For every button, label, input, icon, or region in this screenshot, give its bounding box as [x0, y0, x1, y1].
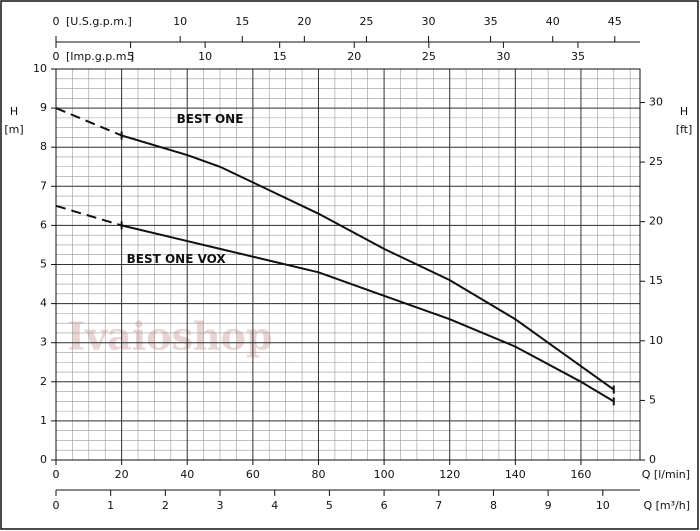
series-label: BEST ONE VOX [127, 252, 227, 266]
bottom-tick-label: 1 [107, 499, 114, 512]
top-tick-label: 20 [297, 15, 311, 28]
top-axis-label: [Imp.g.p.m.] [66, 50, 134, 63]
top-tick-label: 10 [173, 15, 187, 28]
top-tick-label: 5 [127, 50, 134, 63]
bottom-tick-label: 3 [217, 499, 224, 512]
watermark: Ivaioshop [67, 314, 272, 359]
top-tick-label: 15 [273, 50, 287, 63]
curve-dashed [55, 107, 123, 137]
x-tick-label: 120 [439, 468, 460, 481]
y2-tick-label: 10 [649, 334, 663, 347]
y2-unit: [ft] [676, 123, 693, 136]
y-tick-label: 4 [40, 297, 47, 310]
x-tick-label: 0 [53, 468, 60, 481]
plot-frame [55, 68, 641, 461]
y2-tick-label: 15 [649, 274, 663, 287]
curve [121, 224, 615, 403]
y-tick-label: 3 [40, 336, 47, 349]
bottom-tick-label: 2 [162, 499, 169, 512]
x-tick-label: 80 [311, 468, 325, 481]
y2-tick-label: 0 [649, 453, 656, 466]
top-tick-label: 35 [571, 50, 585, 63]
bottom-tick-label: 7 [435, 499, 442, 512]
y2-tick-label: 30 [649, 95, 663, 108]
y-tick-label: 7 [40, 179, 47, 192]
y-tick-label: 6 [40, 218, 47, 231]
y2-label: H [680, 105, 688, 118]
y2-tick-label: 20 [649, 215, 663, 228]
bottom-axis-label: Q [m³/h] [643, 499, 690, 512]
top-tick-label: 25 [422, 50, 436, 63]
x-tick-label: 60 [246, 468, 260, 481]
top-tick-label: 25 [359, 15, 373, 28]
curve-dashed [55, 204, 122, 227]
bottom-tick-label: 4 [271, 499, 278, 512]
x-tick-label: 100 [374, 468, 395, 481]
y-tick-label: 8 [40, 140, 47, 153]
bottom-tick-label: 0 [53, 499, 60, 512]
y-tick-label: 0 [40, 453, 47, 466]
top-tick-label: 10 [198, 50, 212, 63]
top-tick-label: 30 [496, 50, 510, 63]
top-tick-label: 15 [235, 15, 249, 28]
x-tick-label: 40 [180, 468, 194, 481]
series-label: BEST ONE [177, 112, 244, 126]
curve [121, 134, 615, 391]
bottom-tick-label: 5 [326, 499, 333, 512]
y-unit: [m] [4, 123, 23, 136]
y-tick-label: 5 [40, 258, 47, 271]
y-label: H [10, 105, 18, 118]
top-tick-label: 0 [53, 50, 60, 63]
top-tick-label: 35 [484, 15, 498, 28]
top-tick-label: 30 [422, 15, 436, 28]
top-axis-label: [U.S.g.p.m.] [66, 15, 132, 28]
y-tick-label: 2 [40, 375, 47, 388]
bottom-tick-label: 10 [596, 499, 610, 512]
y2-tick-label: 25 [649, 155, 663, 168]
y-tick-label: 9 [40, 101, 47, 114]
top-tick-label: 40 [546, 15, 560, 28]
x-tick-label: 20 [115, 468, 129, 481]
bottom-tick-label: 9 [545, 499, 552, 512]
x-tick-label: 140 [505, 468, 526, 481]
x-tick-label: 160 [570, 468, 591, 481]
x-label: Q [l/min] [642, 468, 690, 481]
top-tick-label: 0 [53, 15, 60, 28]
top-tick-label: 20 [347, 50, 361, 63]
top-tick-label: 45 [608, 15, 622, 28]
y-tick-label: 1 [40, 414, 47, 427]
bottom-tick-label: 6 [381, 499, 388, 512]
y2-tick-label: 5 [649, 393, 656, 406]
bottom-tick-label: 8 [490, 499, 497, 512]
y-tick-label: 10 [33, 62, 47, 75]
